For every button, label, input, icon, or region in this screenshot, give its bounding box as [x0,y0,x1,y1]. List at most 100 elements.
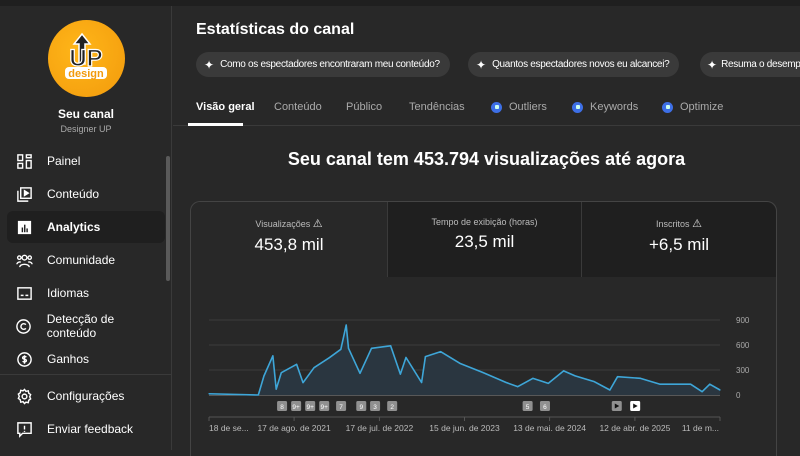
publish-marker[interactable]: 9+ [319,401,330,411]
dollar-icon [15,350,33,368]
data-point [459,362,461,364]
sidebar-item-painel[interactable]: Painel [7,145,165,177]
publish-marker[interactable]: 5 [522,401,533,411]
data-point [532,377,534,379]
tab-conteudo[interactable]: Conteúdo [274,101,322,113]
data-point [517,386,519,388]
play-icon [633,403,638,409]
sidebar-item-comunidade[interactable]: Comunidade [7,244,165,276]
suggestion-chip[interactable]: ✦ Quantos espectadores novos eu alcancei? [468,52,680,77]
publish-marker[interactable]: 7 [336,401,347,411]
publish-marker[interactable]: 6 [539,401,550,411]
views-chart[interactable]: 0 300 600 900 8 9+ 9+ 9+ 7 9 3 2 5 6 18 de se... 17 de … [191,202,776,452]
suggestion-chip[interactable]: ✦ Resuma o desemp [700,52,800,77]
y-tick-label: 300 [736,366,750,375]
chip-label: Como os espectadores encontraram meu con… [220,59,440,70]
marker-box [356,401,367,411]
tab-tendencias[interactable]: Tendências [409,101,465,113]
subtitles-icon [15,284,33,302]
data-point [701,391,703,393]
data-point [272,355,274,357]
video-marker[interactable] [611,401,622,411]
sidebar-item-deteccao[interactable]: Detecção de conteúdo [7,310,165,342]
marker-label: 6 [543,404,547,411]
marker-label: 3 [373,404,377,411]
community-icon [15,251,33,269]
sidebar-item-label: Configurações [47,389,125,403]
main-content: Estatísticas do canal ✦ Como os espectado… [173,6,800,456]
marker-label: 9 [359,404,363,411]
tab-outliers[interactable]: Outliers [491,101,547,113]
channel-title: Seu canal [57,107,115,121]
marker-box [319,401,330,411]
marker-box [370,401,381,411]
views-area [209,325,720,395]
publish-marker[interactable]: 8 [277,401,288,411]
data-point [609,389,611,391]
sidebar-item-label: Conteúdo [47,187,100,201]
publish-marker[interactable]: 9+ [291,401,302,411]
x-tick-label: 17 de ago. de 2021 [257,423,331,433]
publish-marker[interactable]: 2 [387,401,398,411]
dashboard-icon [15,152,33,170]
channel-name: Designer UP [60,124,112,134]
total-views-headline: Seu canal tem 453.794 visualizações até … [287,149,686,169]
data-point [547,382,549,384]
divider [0,374,172,375]
overview-card: 0 300 600 900 8 9+ 9+ 9+ 7 9 3 2 5 6 18 de se... 17 de … [190,201,777,456]
metric-value: +6,5 mil [649,235,709,254]
tab-visao-geral[interactable]: Visão geral [196,101,255,113]
publish-marker[interactable]: 9 [356,401,367,411]
data-point [263,375,265,377]
data-point [719,389,721,391]
data-point [709,383,711,385]
data-point [302,382,304,384]
suggestion-chip[interactable]: ✦ Como os espectadores encontraram meu co… [196,52,450,77]
sidebar-item-configuracoes[interactable]: Configurações [7,380,165,412]
publish-marker[interactable]: 9+ [305,401,316,411]
data-point [420,381,423,384]
marker-label: 9+ [306,404,314,411]
sidebar-item-conteudo[interactable]: Conteúdo [7,178,165,210]
sidebar-item-idiomas[interactable]: Idiomas [7,277,165,309]
sparkle-icon: ✦ [707,57,718,72]
sidebar-item-label: Detecção de conteúdo [46,312,115,340]
sidebar-item-analytics[interactable]: Analytics [7,211,165,243]
x-tick-label: 17 de jul. de 2022 [346,423,414,433]
marker-box [305,401,316,411]
content-icon [15,185,33,203]
views-line [208,324,721,396]
data-point [328,357,330,359]
tab-optimize[interactable]: Optimize [662,101,723,113]
up-design-logo: UP design [65,32,107,80]
data-point [482,371,484,374]
metric-value: 23,5 mil [454,232,515,251]
extension-icon [572,101,583,113]
data-point [280,372,282,374]
metric-views[interactable]: Visualizações ⚠ 453,8 mil [191,202,387,277]
tab-label: Outliers [509,101,547,113]
metric-label: Inscritos [656,219,690,229]
marker-box [539,401,550,411]
metric-subscribers[interactable]: Inscritos ⚠ +6,5 mil [581,202,776,277]
data-point [370,347,373,349]
metric-watch-time[interactable]: Tempo de exibição (horas) 23,5 mil [387,202,581,277]
top-bar [0,0,800,6]
video-marker[interactable] [630,401,641,411]
sidebar-item-feedback[interactable]: Enviar feedback [7,413,165,445]
data-point [574,375,576,377]
marker-label: 8 [280,404,284,411]
extension-icon [491,101,502,113]
feedback-icon [15,420,33,438]
x-tick-label: 18 de se... [209,423,249,433]
sidebar-scrollbar[interactable] [166,156,170,281]
data-point [639,377,642,379]
channel-avatar[interactable]: UP design [48,20,125,97]
metric-value: 453,8 mil [254,235,324,254]
chip-label: Quantos espectadores novos eu alcancei? [492,59,670,70]
sidebar-item-label: Comunidade [47,253,116,267]
publish-marker[interactable]: 3 [370,401,381,411]
sidebar-item-ganhos[interactable]: Ganhos [7,343,165,375]
tab-keywords[interactable]: Keywords [572,101,638,113]
tab-publico[interactable]: Público [346,101,383,113]
